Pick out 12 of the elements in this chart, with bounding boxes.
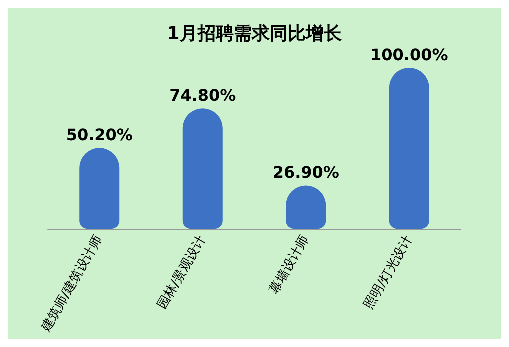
bar	[389, 68, 430, 229]
chart-title: 1月招聘需求同比增长	[167, 24, 343, 44]
data-label: 74.80%	[170, 86, 236, 106]
data-label: 50.20%	[66, 126, 133, 145]
data-label: 100.00%	[370, 46, 448, 64]
x-tick-label: 照明/灯光设计	[362, 233, 416, 312]
x-tick-label: 园林/景观设计	[155, 233, 210, 312]
data-label: 26.90%	[272, 163, 340, 182]
x-tick-label: 幕墙设计师	[267, 233, 313, 298]
x-tick-label: 建筑师/建筑设计师	[38, 233, 106, 336]
bar	[80, 148, 120, 229]
bar	[182, 108, 223, 229]
